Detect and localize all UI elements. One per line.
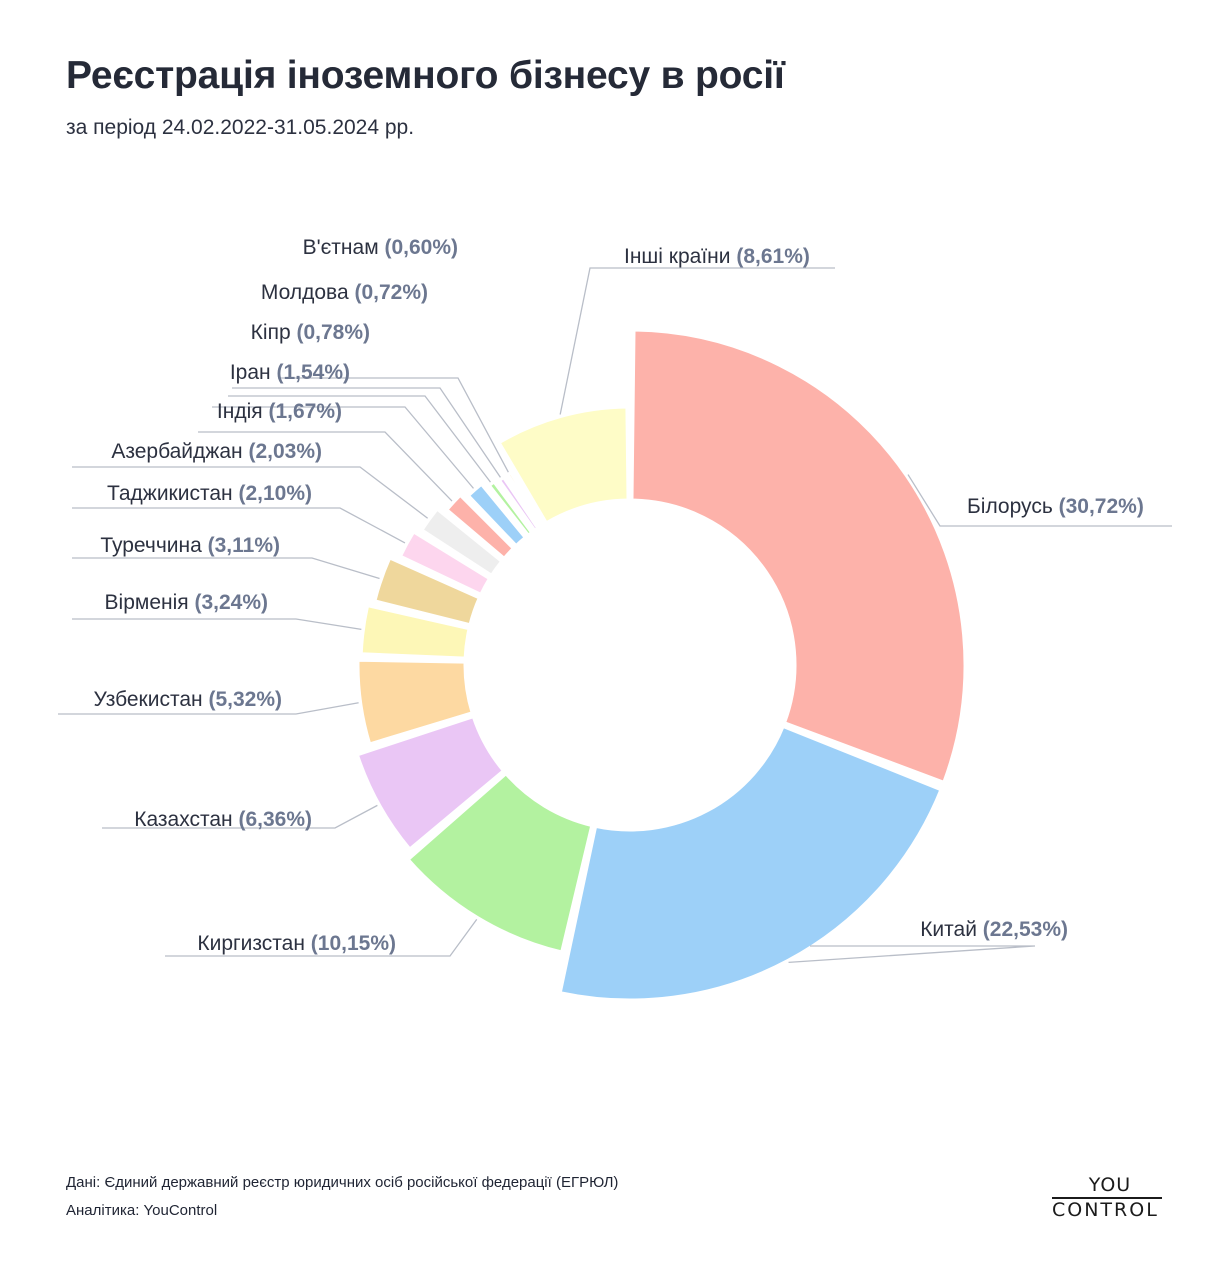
donut-chart: Білорусь (30,72%) Китай (22,53%) Киргизста…	[58, 236, 1172, 1002]
leader-line-10	[198, 431, 453, 502]
chart-title: Реєстрація іноземного бізнесу в росії	[66, 54, 785, 97]
slice-label-name: Вірменія	[105, 591, 195, 614]
slice-label-name: Кіпр	[251, 321, 297, 344]
slice-label-8: Таджикистан (2,10%)	[107, 482, 312, 505]
slice-14	[506, 471, 545, 528]
leader-line-11	[212, 406, 474, 489]
slice-label-15: Інші країни (8,61%)	[624, 245, 810, 268]
slice-13	[498, 476, 540, 532]
slice-5	[356, 658, 474, 746]
logo-bottom-text: CONTROL	[1052, 1199, 1159, 1221]
slice-label-percent: (3,24%)	[194, 591, 268, 614]
analytics-note: Аналітика: YouControl	[66, 1202, 218, 1219]
leader-line-3	[165, 919, 478, 957]
leader-line-2	[788, 945, 1036, 964]
leader-line-8	[72, 507, 406, 544]
slice-1	[630, 328, 967, 784]
slice-label-name: Туреччина	[100, 534, 207, 557]
leader-line-14	[278, 377, 509, 473]
slice-label-11: Іран (1,54%)	[230, 361, 350, 384]
slice-4	[355, 715, 505, 851]
logo-divider	[1052, 1197, 1162, 1199]
slice-label-1: Білорусь (30,72%)	[967, 495, 1144, 518]
slice-label-14: В'єтнам (0,60%)	[303, 236, 458, 259]
slice-label-5: Узбекистан (5,32%)	[94, 688, 282, 711]
slice-label-13: Молдова (0,72%)	[261, 281, 428, 304]
slice-12	[487, 480, 534, 537]
youcontrol-logo: YOU CONTROL	[1052, 1174, 1162, 1221]
slice-label-name: Таджикистан	[107, 482, 239, 505]
slice-label-10: Індія (1,67%)	[217, 400, 342, 423]
slice-8	[398, 530, 491, 596]
slice-label-name: Індія	[217, 400, 269, 423]
slice-label-percent: (10,15%)	[311, 932, 396, 955]
slice-label-name: Узбекистан	[94, 688, 209, 711]
slice-label-7: Туреччина (3,11%)	[100, 534, 280, 557]
slice-label-name: Білорусь	[967, 495, 1059, 518]
slice-label-percent: (1,54%)	[276, 361, 350, 384]
slice-label-percent: (2,03%)	[248, 440, 322, 463]
slice-7	[373, 556, 481, 627]
slice-label-name: Іран	[230, 361, 277, 384]
leader-line-7	[72, 557, 380, 580]
leader-line-13	[232, 387, 501, 478]
leader-line-5	[58, 702, 359, 715]
leader-line-6	[72, 618, 362, 630]
slice-label-12: Кіпр (0,78%)	[251, 321, 370, 344]
slice-label-percent: (6,36%)	[238, 808, 312, 831]
slice-9	[420, 507, 504, 577]
slice-label-percent: (0,60%)	[384, 236, 458, 259]
slice-label-name: Киргизстан	[197, 932, 310, 955]
slice-label-percent: (0,78%)	[296, 321, 370, 344]
slice-label-name: Казахстан	[134, 808, 238, 831]
source-note: Дані: Єдиний державний реєстр юридичних …	[66, 1174, 619, 1191]
slice-label-percent: (8,61%)	[736, 245, 810, 268]
label-leader-lines	[58, 267, 1172, 964]
chart-subtitle: за період 24.02.2022-31.05.2024 рр.	[66, 116, 415, 139]
slice-6	[359, 604, 471, 660]
slice-label-percent: (22,53%)	[983, 918, 1068, 941]
slice-2	[558, 724, 943, 1002]
slice-label-percent: (30,72%)	[1059, 495, 1144, 518]
slice-11	[467, 482, 527, 548]
slice-label-6: Вірменія (3,24%)	[105, 591, 268, 614]
leader-line-15	[559, 267, 835, 415]
leader-line-1	[907, 474, 1172, 527]
slice-label-name: Китай	[920, 918, 983, 941]
slice-label-2: Китай (22,53%)	[920, 918, 1068, 941]
slice-label-name: Азербайджан	[111, 440, 248, 463]
logo-top-text: YOU	[1088, 1174, 1132, 1196]
slice-15	[497, 405, 630, 525]
slice-label-3: Киргизстан (10,15%)	[197, 932, 396, 955]
slice-label-percent: (0,72%)	[354, 281, 428, 304]
donut-slices	[355, 328, 967, 1002]
leader-line-12	[228, 395, 491, 483]
slice-label-name: Інші країни	[624, 245, 736, 268]
slice-label-name: В'єтнам	[303, 236, 385, 259]
slice-label-4: Казахстан (6,36%)	[134, 808, 312, 831]
slice-3	[406, 772, 594, 954]
slice-label-percent: (3,11%)	[208, 534, 280, 557]
slice-labels: Білорусь (30,72%) Китай (22,53%) Киргизста…	[94, 236, 1144, 955]
slice-label-percent: (5,32%)	[208, 688, 282, 711]
slice-label-percent: (1,67%)	[268, 400, 342, 423]
leader-line-4	[102, 804, 378, 829]
slice-label-percent: (2,10%)	[238, 482, 312, 505]
leader-line-9	[72, 466, 429, 519]
slice-10	[445, 493, 515, 560]
slice-label-9: Азербайджан (2,03%)	[111, 440, 322, 463]
slice-label-name: Молдова	[261, 281, 355, 304]
